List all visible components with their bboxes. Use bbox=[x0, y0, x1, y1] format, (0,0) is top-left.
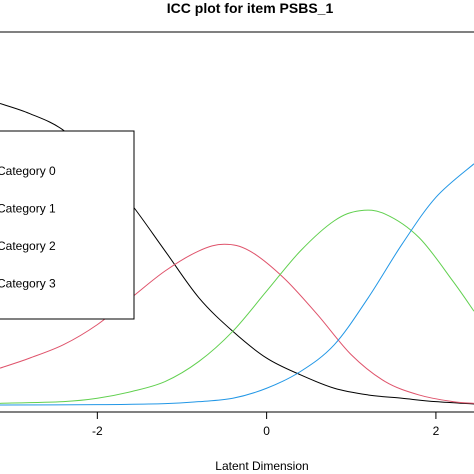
legend-entry-category-0: Category 0 bbox=[0, 164, 56, 178]
x-tick-label: 0 bbox=[263, 424, 270, 438]
legend-entry-category-2: Category 2 bbox=[0, 239, 56, 253]
legend-entry-category-3: Category 3 bbox=[0, 277, 56, 291]
x-tick-label: -2 bbox=[92, 424, 103, 438]
chart-title: ICC plot for item PSBS_1 bbox=[167, 0, 334, 16]
series-line-category-1 bbox=[0, 243, 474, 404]
legend: Category 0 Category 1 Category 2 Category 3 bbox=[0, 130, 135, 320]
x-axis-label: Latent Dimension bbox=[215, 459, 308, 473]
x-axis: -2 0 2 bbox=[92, 411, 440, 438]
x-tick-label: 2 bbox=[433, 424, 440, 438]
series-line-category-3 bbox=[0, 163, 474, 406]
legend-entry-category-1: Category 1 bbox=[0, 202, 56, 216]
series-line-category-2 bbox=[0, 209, 474, 404]
legend-box bbox=[0, 130, 135, 320]
